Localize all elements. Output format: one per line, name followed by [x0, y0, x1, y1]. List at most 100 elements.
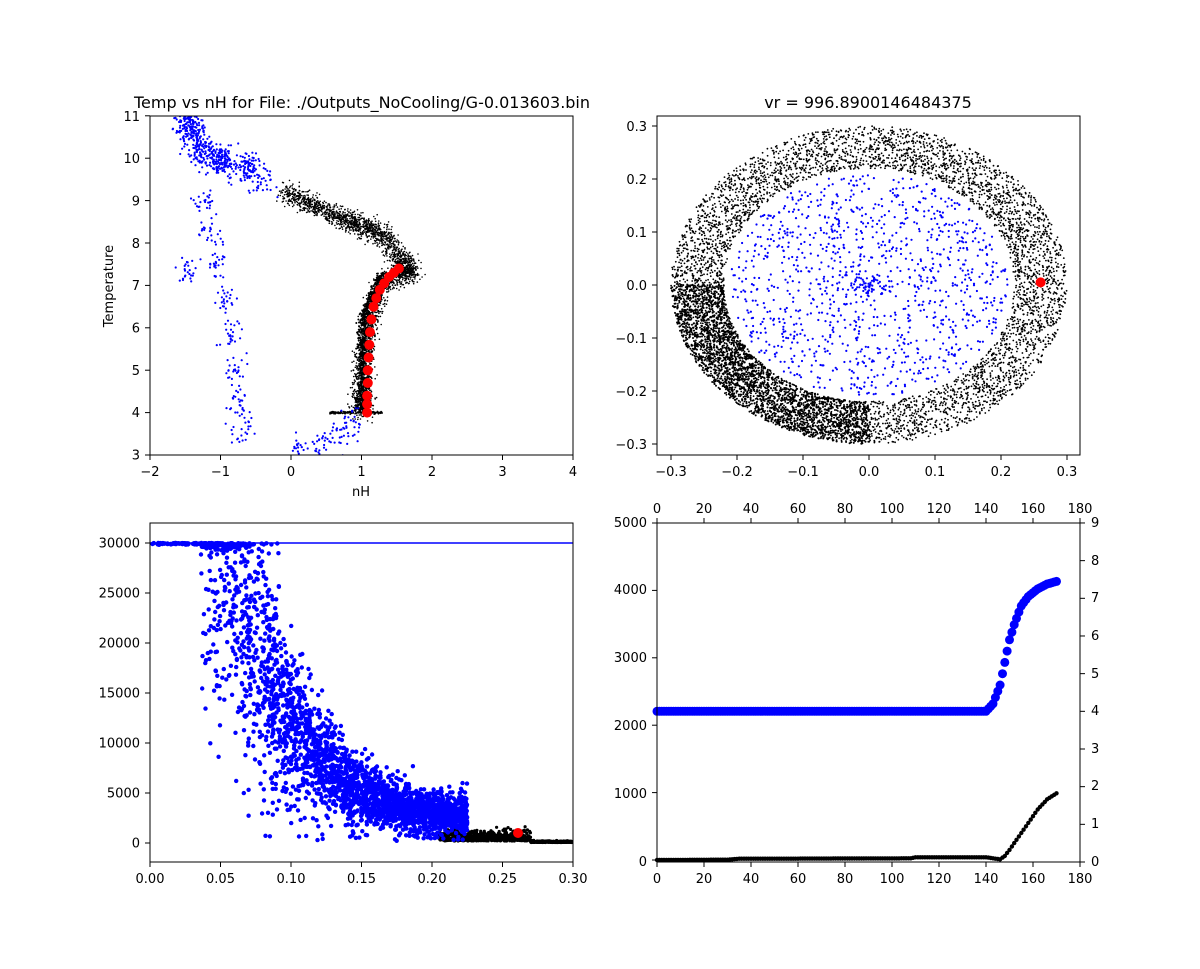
temp-gas-point	[295, 198, 297, 201]
temp-gas-point	[374, 323, 377, 326]
temp-star-point	[247, 421, 250, 424]
temp-star-point	[202, 192, 205, 195]
temp-star-point	[239, 177, 242, 181]
temp-star-point	[247, 154, 250, 158]
temp-star-point	[315, 457, 317, 459]
temp-star-point	[180, 119, 183, 122]
temp-star-point	[294, 447, 298, 450]
temp-gas-point	[371, 350, 374, 353]
temp-gas-point	[393, 243, 395, 245]
temp-star-point	[253, 432, 256, 435]
temp-tracked-point	[365, 327, 375, 338]
temp-star-point	[198, 137, 201, 140]
temp-star-point	[250, 162, 253, 166]
temp-star-point	[222, 298, 225, 301]
temp-gas-point	[388, 259, 391, 262]
temp-gas-point	[370, 389, 372, 392]
temp-gas-point	[398, 274, 401, 277]
temp-gas-point	[400, 282, 403, 285]
temp-gas-point	[413, 273, 415, 276]
temp-gas-point	[400, 275, 403, 278]
temp-star-point	[246, 432, 249, 435]
temp-gas-point	[382, 231, 384, 233]
temp-gas-point	[291, 205, 294, 208]
temp-gas-point	[397, 242, 400, 244]
temp-star-point	[236, 411, 239, 414]
temp-gas-point	[389, 253, 391, 255]
temp-gas-point	[355, 412, 358, 415]
temp-star-point	[218, 149, 221, 152]
temp-gas-point	[372, 410, 375, 413]
temp-gas-point	[376, 318, 378, 321]
temp-star-point	[235, 172, 238, 176]
temp-star-point	[253, 174, 256, 177]
temp-star-point	[189, 129, 192, 132]
temp-gas-point	[370, 232, 372, 235]
temp-gas-point	[331, 223, 333, 226]
temp-gas-point	[377, 243, 379, 246]
temp-gas-point	[342, 218, 345, 221]
temp-gas-point	[352, 230, 355, 232]
temp-gas-point	[401, 274, 404, 277]
temp-star-point	[194, 164, 197, 167]
temp-gas-point	[297, 199, 300, 201]
temp-gas-point	[376, 374, 378, 376]
ring-particle	[981, 357, 984, 360]
temp-star-point	[214, 240, 217, 243]
ring-particle	[795, 420, 797, 422]
temp-star-point	[200, 119, 203, 122]
temp-gas-point	[354, 418, 357, 420]
temp-star-point	[220, 157, 223, 160]
temp-star-point	[203, 228, 206, 231]
temp-gas-point	[363, 338, 366, 341]
temp-gas-point	[390, 228, 393, 231]
temp-star-point	[320, 459, 322, 461]
ring-particle	[996, 390, 999, 393]
temp-star-point	[226, 300, 229, 303]
temp-star-point	[269, 188, 272, 192]
temp-star-point	[181, 127, 184, 130]
temp-star-point	[258, 164, 261, 167]
temp-gas-point	[355, 373, 357, 376]
temp-gas-point	[377, 231, 379, 234]
ring-particle	[822, 428, 824, 431]
temp-star-point	[269, 170, 272, 173]
temp-gas-point	[380, 242, 383, 244]
temp-gas-point	[358, 214, 361, 216]
temp-star-point	[182, 135, 185, 138]
temp-gas-point	[359, 223, 362, 226]
temp-star-point	[354, 421, 357, 424]
temp-star-point	[230, 167, 234, 170]
temp-gas-point	[360, 345, 363, 348]
ring-particle	[1020, 302, 1023, 305]
temp-gas-point	[362, 233, 364, 236]
ring-particle	[1044, 336, 1047, 339]
temp-star-point	[234, 167, 237, 170]
panel1-xtick: −2	[140, 465, 159, 480]
temp-star-point	[227, 181, 230, 184]
temp-gas-point	[375, 226, 378, 229]
temp-gas-point	[401, 258, 404, 260]
temp-gas-point	[408, 273, 411, 276]
temp-gas-point	[298, 181, 301, 184]
temp-gas-point	[364, 227, 366, 230]
ring-particle	[795, 406, 797, 408]
temp-gas-point	[356, 331, 359, 334]
temp-gas-point	[409, 251, 411, 254]
temp-gas-point	[285, 186, 287, 189]
temp-star-point	[214, 275, 217, 278]
temp-star-point	[230, 377, 233, 380]
temp-gas-point	[387, 291, 389, 293]
temp-star-point	[218, 258, 221, 261]
temp-gas-point	[362, 359, 365, 361]
temp-star-point	[206, 171, 209, 174]
temp-gas-point	[307, 194, 310, 196]
temp-star-point	[180, 112, 182, 114]
temp-gas-point	[282, 200, 285, 203]
temp-gas-point	[372, 285, 374, 287]
temp-gas-point	[331, 212, 334, 215]
temp-gas-point	[276, 200, 278, 202]
temp-gas-point	[305, 201, 307, 204]
temp-gas-point	[357, 418, 359, 421]
ring-particle	[697, 253, 700, 256]
